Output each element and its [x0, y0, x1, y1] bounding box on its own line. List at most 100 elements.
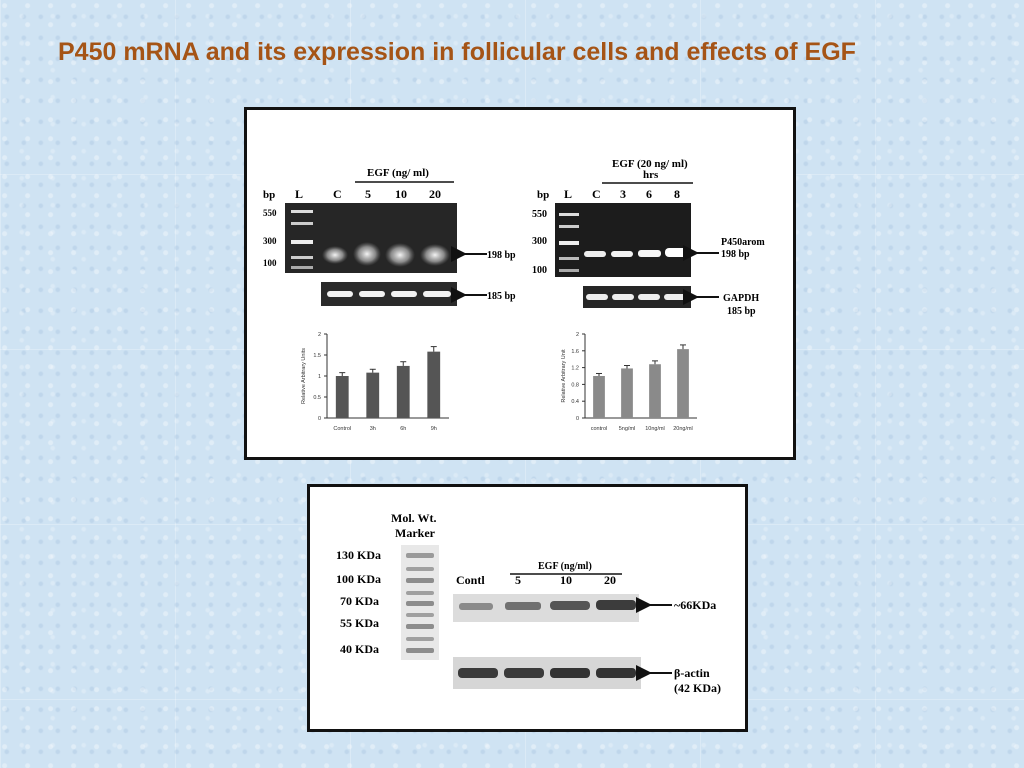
gel-band	[586, 294, 608, 300]
left-lane-label: 20	[429, 187, 441, 201]
marker-label: 100 KDa	[336, 572, 381, 586]
left-lane-label: L	[295, 187, 303, 201]
marker-label: 130 KDa	[336, 548, 381, 562]
y-axis-label: Relative Arbitrary Unit	[561, 349, 567, 403]
marker-title-sub: Marker	[395, 526, 436, 540]
rtpcr-figure: EGF (ng/ ml) bp L C 5 10 20 550 300 100 …	[263, 158, 765, 432]
bar	[366, 372, 380, 418]
x-tick-label: 10ng/ml	[645, 426, 665, 432]
y-tick-label: 1.5	[313, 353, 321, 359]
left-gel-bp-label: bp	[263, 189, 275, 201]
bar	[649, 364, 661, 418]
gel-band	[638, 294, 660, 300]
y-tick-label: 1.6	[571, 349, 579, 355]
western-band1-label: ~66KDa	[674, 598, 716, 612]
ladder-band	[559, 269, 579, 272]
left-lane-label: 5	[365, 187, 371, 201]
x-tick-label: 20ng/ml	[673, 426, 693, 432]
right-gel-header: EGF (20 ng/ ml)	[612, 158, 688, 170]
ladder-band	[559, 225, 579, 228]
y-tick-label: 1.2	[571, 366, 579, 372]
ladder-band	[291, 240, 313, 244]
blot-band	[504, 668, 544, 678]
western-band2-size: (42 KDa)	[674, 681, 721, 695]
bar	[593, 376, 605, 418]
gel-band	[327, 291, 353, 297]
gel-band	[391, 291, 417, 297]
gel-band	[359, 291, 385, 297]
gel-band	[385, 243, 415, 267]
left-lane-label: 10	[395, 187, 407, 201]
left-band1-label: 198 bp	[487, 250, 516, 261]
y-tick-label: 0.4	[571, 399, 579, 405]
y-tick-label: 0.5	[313, 395, 321, 401]
marker-band	[406, 591, 434, 595]
x-tick-label: 5ng/ml	[619, 426, 636, 432]
right-gel-bp-label: bp	[537, 189, 549, 201]
left-gel-header: EGF (ng/ ml)	[367, 167, 429, 179]
blot-band	[458, 668, 498, 678]
western-lane-label: 5	[515, 573, 521, 587]
western-blot-panel: Mol. Wt. Marker 130 KDa 100 KDa 70 KDa 5…	[307, 484, 748, 732]
gel-band	[420, 244, 450, 266]
gel-band	[612, 294, 634, 300]
gel-band	[665, 248, 689, 257]
western-lane-label: 20	[604, 573, 616, 587]
right-lane-label: C	[592, 187, 601, 201]
bar	[335, 376, 349, 418]
y-axis-label: Relative Arbitrary Units	[301, 348, 307, 404]
ladder-band	[291, 256, 313, 259]
gel-band	[423, 291, 451, 297]
left-ladder-mark: 550	[263, 208, 277, 218]
marker-band	[406, 567, 434, 571]
right-ladder-mark: 300	[532, 236, 547, 247]
ladder-band	[559, 241, 579, 245]
gel-band	[353, 242, 381, 266]
y-tick-label: 0	[318, 416, 321, 422]
left-ladder-mark: 100	[263, 258, 277, 268]
western-header: EGF (ng/ml)	[538, 561, 592, 572]
x-tick-label: Control	[333, 426, 351, 432]
bar	[677, 349, 689, 418]
marker-band	[406, 624, 434, 629]
western-band2-label: β-actin	[674, 666, 710, 680]
rtpcr-figure-panel: EGF (ng/ ml) bp L C 5 10 20 550 300 100 …	[244, 107, 796, 460]
right-lane-label: 3	[620, 187, 626, 201]
right-gapdh-gel	[583, 286, 691, 308]
gel-band	[322, 246, 348, 264]
gel-band	[638, 250, 661, 257]
marker-label: 70 KDa	[340, 594, 379, 608]
blot-band	[596, 668, 636, 678]
y-tick-label: 0	[576, 416, 579, 422]
gel-band	[611, 251, 633, 257]
right-gel-header-sub: hrs	[643, 169, 659, 181]
ladder-band	[559, 213, 579, 216]
left-ladder-mark: 300	[263, 236, 277, 246]
ladder-band	[291, 266, 313, 269]
blot-band	[505, 602, 541, 610]
left-band2-label: 185 bp	[487, 291, 516, 302]
western-lane-label: 10	[560, 573, 572, 587]
ladder-band	[559, 257, 579, 260]
left-lane-label: C	[333, 187, 342, 201]
bar	[621, 368, 633, 418]
marker-band	[406, 553, 434, 558]
marker-label: 55 KDa	[340, 616, 379, 630]
gel-band	[664, 294, 688, 300]
right-lane-label: 6	[646, 187, 652, 201]
y-tick-label: 2	[318, 332, 321, 338]
page-title: P450 mRNA and its expression in follicul…	[58, 38, 856, 66]
right-lane-label: L	[564, 187, 572, 201]
ladder-band	[291, 210, 313, 213]
bar	[396, 365, 410, 418]
right-band1-label: P450arom	[721, 237, 765, 248]
western-blot-figure: Mol. Wt. Marker 130 KDa 100 KDa 70 KDa 5…	[336, 511, 721, 695]
right-ladder-mark: 550	[532, 209, 547, 220]
marker-band	[406, 613, 434, 617]
bar-chart-time-course: 0 0.5 1 1.5 2 Relative Arbitrary Units Control…	[301, 332, 449, 432]
bar-chart-dose-response: 0 0.4 0.8 1.2 1.6 2 Relative Arbitrary Unit con…	[561, 332, 697, 432]
x-tick-label: 3h	[370, 426, 376, 432]
blot-band	[459, 603, 493, 610]
blot-band	[596, 600, 636, 610]
marker-band	[406, 637, 434, 641]
